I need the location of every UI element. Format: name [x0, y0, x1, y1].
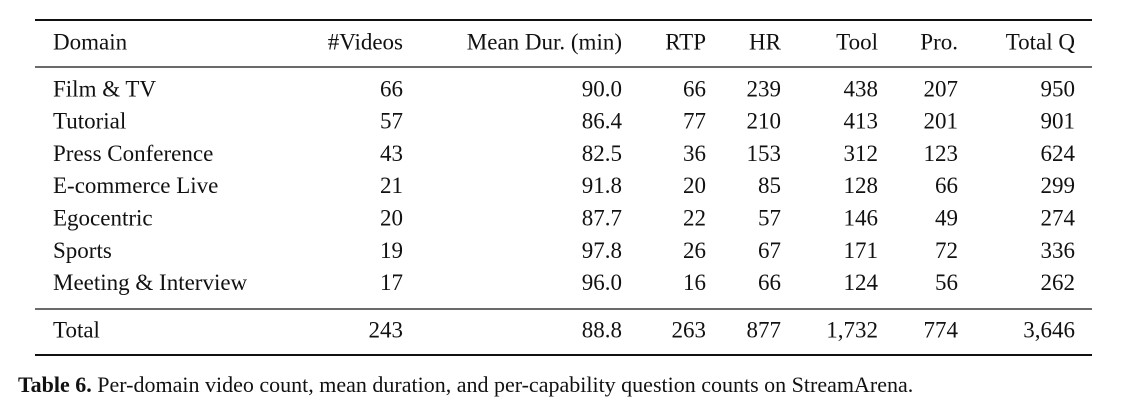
- cell: 17: [380, 270, 403, 295]
- cell: 312: [844, 141, 879, 166]
- header-cell: HR: [749, 29, 782, 54]
- cell: 207: [924, 76, 959, 101]
- cell: 21: [380, 173, 403, 198]
- cell: 274: [1041, 205, 1076, 230]
- cell: 210: [747, 109, 782, 134]
- cell: 901: [1041, 109, 1076, 134]
- header-cell: Tool: [836, 29, 878, 54]
- cell: 299: [1041, 173, 1076, 198]
- cell: 36: [683, 141, 706, 166]
- cell: 201: [924, 109, 959, 134]
- cell: 77: [683, 109, 706, 134]
- cell: 171: [844, 238, 879, 263]
- total-cell: 243: [369, 317, 404, 342]
- cell: 20: [683, 173, 706, 198]
- cell: Press Conference: [53, 141, 213, 166]
- caption-text: Per-domain video count, mean duration, a…: [97, 372, 913, 397]
- cell: 67: [758, 238, 781, 263]
- cell: Sports: [53, 238, 112, 263]
- cell: 413: [844, 109, 879, 134]
- cell: 57: [758, 205, 781, 230]
- total-cell: 1,732: [826, 317, 878, 342]
- cell: 22: [683, 205, 706, 230]
- cell: E-commerce Live: [53, 173, 218, 198]
- header-cell: Mean Dur. (min): [467, 29, 622, 54]
- cell: 66: [758, 270, 781, 295]
- header-cell: #Videos: [328, 29, 403, 54]
- header-cell: Total Q: [1006, 29, 1076, 54]
- cell: 239: [747, 76, 782, 101]
- cell: 950: [1041, 76, 1076, 101]
- cell: 624: [1041, 141, 1076, 166]
- cell: 26: [683, 238, 706, 263]
- cell: 85: [758, 173, 781, 198]
- total-cell: 774: [924, 317, 959, 342]
- cell: Film & TV: [53, 76, 156, 101]
- cell: 438: [844, 76, 879, 101]
- cell: 146: [844, 205, 879, 230]
- cell: 20: [380, 205, 403, 230]
- cell: 128: [844, 173, 879, 198]
- cell: 124: [844, 270, 879, 295]
- cell: 66: [380, 76, 403, 101]
- cell: 19: [380, 238, 403, 263]
- cell: 49: [935, 205, 958, 230]
- total-cell: 3,646: [1023, 317, 1075, 342]
- cell: 97.8: [582, 238, 622, 263]
- cell: 91.8: [582, 173, 622, 198]
- total-cell: Total: [53, 317, 100, 342]
- header-cell: Pro.: [920, 29, 958, 54]
- cell: 153: [747, 141, 782, 166]
- cell: 16: [683, 270, 706, 295]
- cell: 66: [683, 76, 706, 101]
- cell: 262: [1041, 270, 1076, 295]
- cell: 336: [1041, 238, 1076, 263]
- caption: Table 6. Per-domain video count, mean du…: [18, 372, 913, 397]
- header-cell: Domain: [53, 29, 128, 54]
- cell: 56: [935, 270, 958, 295]
- cell: 72: [935, 238, 958, 263]
- header-cell: RTP: [665, 29, 706, 54]
- cell: 90.0: [582, 76, 622, 101]
- cell: Egocentric: [53, 205, 153, 230]
- cell: 66: [935, 173, 958, 198]
- cell: 87.7: [582, 205, 622, 230]
- cell: 123: [924, 141, 959, 166]
- cell: 57: [380, 109, 403, 134]
- total-cell: 877: [747, 317, 782, 342]
- cell: Meeting & Interview: [53, 270, 248, 295]
- cell: 86.4: [582, 109, 623, 134]
- caption-label: Table 6.: [18, 372, 92, 397]
- cell: 96.0: [582, 270, 622, 295]
- cell: 82.5: [582, 141, 622, 166]
- total-cell: 263: [672, 317, 707, 342]
- cell: 43: [380, 141, 403, 166]
- cell: Tutorial: [53, 109, 126, 134]
- total-cell: 88.8: [582, 317, 622, 342]
